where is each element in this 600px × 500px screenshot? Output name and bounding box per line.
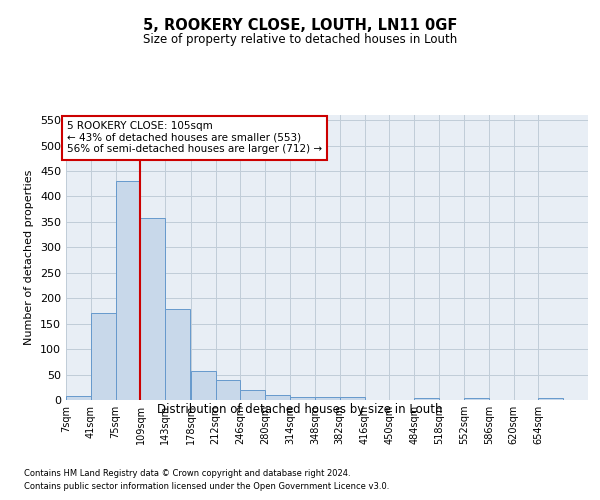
Bar: [140, 218, 165, 400]
Text: 5, ROOKERY CLOSE, LOUTH, LN11 0GF: 5, ROOKERY CLOSE, LOUTH, LN11 0GF: [143, 18, 457, 32]
Bar: [265, 395, 290, 400]
Bar: [290, 398, 315, 400]
Bar: [116, 181, 140, 400]
Bar: [340, 398, 365, 400]
Bar: [414, 398, 439, 400]
Bar: [191, 371, 215, 400]
Bar: [215, 380, 241, 400]
Text: Contains public sector information licensed under the Open Government Licence v3: Contains public sector information licen…: [24, 482, 389, 491]
Text: Contains HM Land Registry data © Crown copyright and database right 2024.: Contains HM Land Registry data © Crown c…: [24, 468, 350, 477]
Bar: [538, 398, 563, 400]
Y-axis label: Number of detached properties: Number of detached properties: [25, 170, 34, 345]
Bar: [165, 310, 190, 400]
Bar: [91, 314, 116, 400]
Bar: [315, 398, 340, 400]
Text: Distribution of detached houses by size in Louth: Distribution of detached houses by size …: [157, 402, 443, 415]
Bar: [464, 398, 489, 400]
Text: 5 ROOKERY CLOSE: 105sqm
← 43% of detached houses are smaller (553)
56% of semi-d: 5 ROOKERY CLOSE: 105sqm ← 43% of detache…: [67, 121, 322, 154]
Bar: [241, 390, 265, 400]
Text: Size of property relative to detached houses in Louth: Size of property relative to detached ho…: [143, 32, 457, 46]
Bar: [66, 396, 91, 400]
